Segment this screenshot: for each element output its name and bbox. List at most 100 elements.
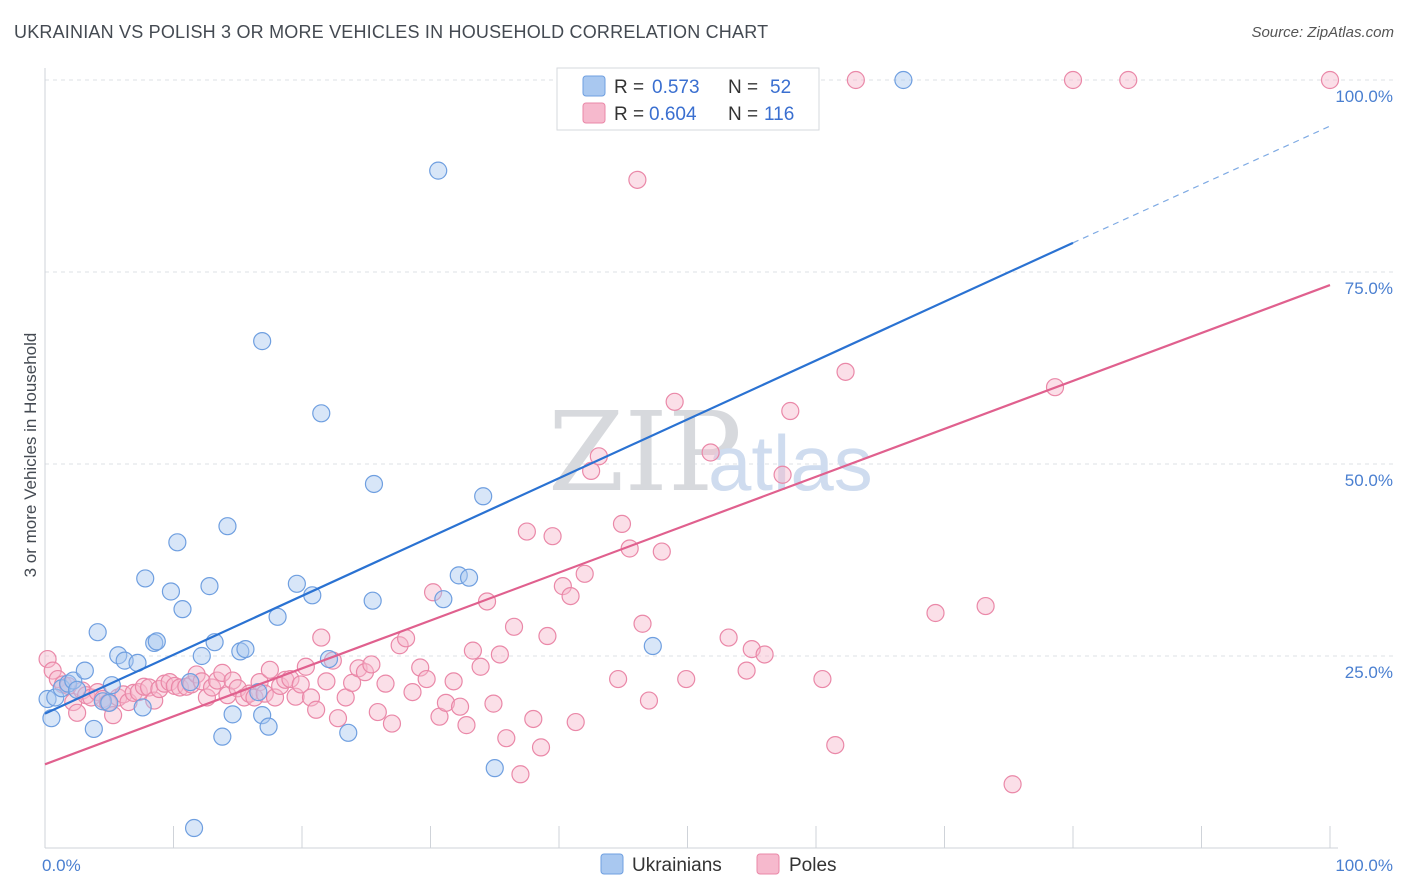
poles-point-0 bbox=[38, 649, 57, 669]
poles-point-84 bbox=[517, 522, 536, 541]
poles-point-79 bbox=[484, 694, 503, 713]
ukrainians-point-17 bbox=[136, 569, 155, 588]
poles-point-108 bbox=[755, 645, 774, 664]
trend-line-ukrainians-extension bbox=[1072, 125, 1331, 244]
poles-point-65 bbox=[390, 636, 409, 655]
chart-title: UKRAINIAN VS POLISH 3 OR MORE VEHICLES I… bbox=[14, 22, 769, 42]
poles-point-102 bbox=[665, 392, 684, 411]
ukrainians-point-0 bbox=[38, 689, 57, 709]
y-tick-label-0: 25.0% bbox=[1345, 663, 1393, 682]
poles-point-69 bbox=[417, 669, 436, 689]
poles-point-76 bbox=[463, 641, 483, 660]
poles-point-68 bbox=[411, 658, 430, 677]
x-tick-label-0: 0.0% bbox=[42, 856, 81, 875]
legend-box: R = 0.573 N = 52 R = 0.604 N = 116 bbox=[556, 67, 820, 131]
ukrainians-point-9 bbox=[88, 623, 107, 642]
ukrainians-point-16 bbox=[133, 698, 152, 717]
poles-point-103 bbox=[677, 669, 696, 689]
legend-r-label-ukrainians: R = bbox=[614, 77, 644, 98]
poles-point-72 bbox=[436, 693, 456, 712]
bottom-legend: Ukrainians Poles bbox=[600, 853, 837, 876]
ukrainians-point-49 bbox=[474, 487, 493, 506]
poles-point-80 bbox=[490, 645, 509, 664]
poles-point-95 bbox=[609, 669, 628, 689]
poles-point-2 bbox=[48, 669, 67, 689]
ukrainians-point-22 bbox=[173, 600, 192, 619]
poles-point-52 bbox=[307, 700, 326, 719]
poles-point-62 bbox=[368, 702, 387, 722]
bottom-legend-poles: Poles bbox=[789, 855, 837, 876]
y-tick-labels: 25.0% 50.0% 75.0% 100.0% bbox=[1335, 87, 1393, 682]
ukrainians-point-20 bbox=[161, 582, 181, 601]
ukrainians-point-32 bbox=[236, 639, 255, 659]
poles-point-43 bbox=[260, 660, 279, 679]
poles-point-112 bbox=[826, 735, 845, 755]
poles-point-106 bbox=[737, 661, 756, 680]
poles-point-101 bbox=[652, 542, 671, 561]
legend-r-label-poles: R = bbox=[614, 104, 644, 125]
poles-point-90 bbox=[561, 586, 580, 606]
ukrainians-point-8 bbox=[84, 719, 103, 739]
poles-point-26 bbox=[170, 678, 190, 697]
ukrainians-point-30 bbox=[223, 705, 242, 724]
poles-point-91 bbox=[566, 712, 585, 732]
ukrainians-point-34 bbox=[253, 706, 272, 725]
ukrainians-point-50 bbox=[485, 759, 504, 778]
poles-point-120 bbox=[1119, 70, 1138, 90]
bottom-legend-ukrainians: Ukrainians bbox=[632, 855, 722, 876]
axes bbox=[44, 68, 1338, 849]
poles-point-117 bbox=[1003, 775, 1022, 794]
poles-point-92 bbox=[575, 564, 594, 583]
poles-point-19 bbox=[134, 677, 154, 696]
poles-point-44 bbox=[265, 688, 285, 707]
ukrainians-point-35 bbox=[253, 332, 272, 351]
source-label: Source: ZipAtlas.com bbox=[1251, 24, 1394, 41]
poles-point-98 bbox=[628, 170, 647, 189]
ukrainians-point-38 bbox=[287, 574, 306, 593]
legend-r-value-poles: 0.604 bbox=[649, 104, 697, 125]
grid-lines bbox=[45, 79, 1395, 657]
poles-point-63 bbox=[376, 674, 395, 693]
ukrainians-point-26 bbox=[200, 577, 219, 596]
watermark-atlas: atlas bbox=[708, 419, 873, 507]
ukrainians-point-4 bbox=[59, 674, 78, 693]
y-tick-label-2: 75.0% bbox=[1345, 279, 1393, 298]
ukrainians-point-28 bbox=[213, 727, 232, 746]
legend-n-value-ukrainians: 52 bbox=[770, 77, 791, 98]
ukrainians-point-42 bbox=[339, 723, 358, 742]
poles-point-22 bbox=[150, 679, 169, 699]
poles-point-21 bbox=[145, 691, 164, 710]
poles-point-42 bbox=[255, 684, 274, 703]
poles-point-88 bbox=[543, 527, 562, 546]
ukrainians-point-43 bbox=[363, 591, 382, 610]
y-tick-label-3: 100.0% bbox=[1335, 87, 1393, 106]
legend-n-label-ukrainians: N = bbox=[728, 77, 758, 98]
poles-point-53 bbox=[312, 628, 331, 647]
bottom-legend-swatch-poles bbox=[756, 853, 780, 875]
poles-point-105 bbox=[719, 628, 738, 647]
poles-point-49 bbox=[291, 675, 310, 694]
poles-point-83 bbox=[511, 765, 530, 784]
poles-point-67 bbox=[403, 682, 422, 702]
trend-line-ukrainians bbox=[44, 241, 1074, 715]
poles-point-73 bbox=[444, 672, 463, 691]
ukrainians-point-23 bbox=[181, 673, 200, 692]
poles-point-110 bbox=[781, 401, 800, 421]
poles-point-87 bbox=[538, 626, 557, 646]
poles-point-77 bbox=[471, 657, 490, 676]
ukrainians-point-19 bbox=[147, 632, 166, 651]
poles-point-100 bbox=[639, 691, 659, 710]
poles-point-109 bbox=[773, 465, 792, 484]
poles-point-99 bbox=[633, 614, 652, 633]
poles-point-89 bbox=[553, 577, 572, 596]
bottom-legend-swatch-ukrainians bbox=[600, 853, 624, 875]
trend-lines bbox=[44, 125, 1331, 766]
ukrainians-point-10 bbox=[93, 692, 112, 711]
ukrainians-point-5 bbox=[64, 671, 83, 690]
y-tick-label-1: 50.0% bbox=[1345, 471, 1393, 490]
poles-point-81 bbox=[497, 729, 516, 748]
ukrainians-point-7 bbox=[75, 661, 94, 680]
ukrainians-point-24 bbox=[184, 818, 204, 838]
x-tick-labels: 0.0% 100.0% bbox=[42, 856, 1393, 875]
series-ukrainians bbox=[38, 70, 913, 838]
